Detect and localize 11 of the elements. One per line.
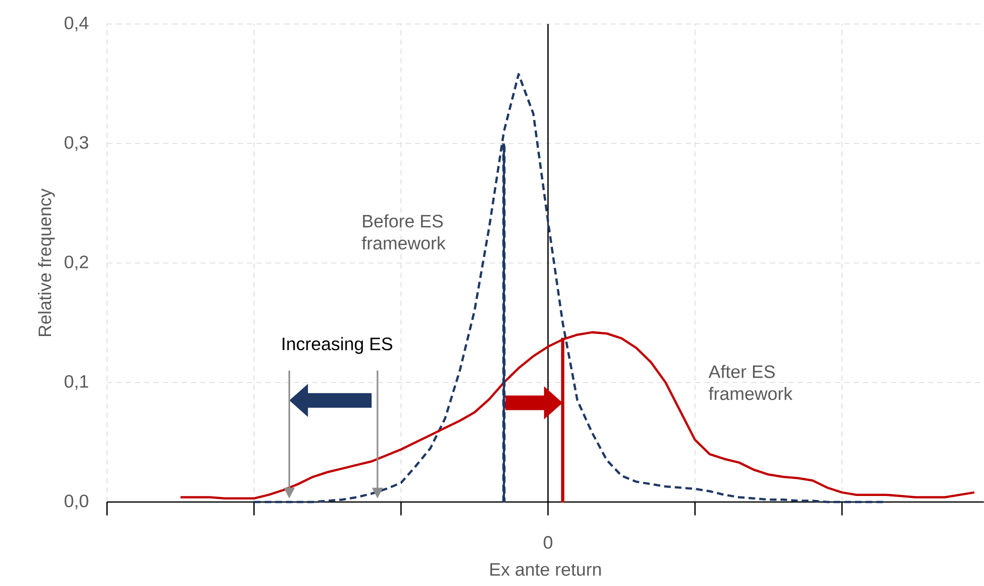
x-tick-label: 0 bbox=[544, 536, 552, 549]
y-tick-label: 0,0 bbox=[64, 494, 88, 510]
text: Before ES framework bbox=[362, 214, 446, 250]
series-label: After ES framework bbox=[708, 364, 793, 400]
y-tick-label: 0,1 bbox=[64, 375, 88, 390]
y-tick-label: 0,2 bbox=[64, 256, 88, 270]
x-axis-title: Ex ante return bbox=[490, 563, 601, 576]
y-tick-label: 0,3 bbox=[64, 136, 88, 151]
y-axis-title: Relative frequency bbox=[38, 188, 55, 336]
annotation: Increasing ES bbox=[282, 337, 392, 354]
y-tick-label: 0,4 bbox=[64, 16, 88, 32]
